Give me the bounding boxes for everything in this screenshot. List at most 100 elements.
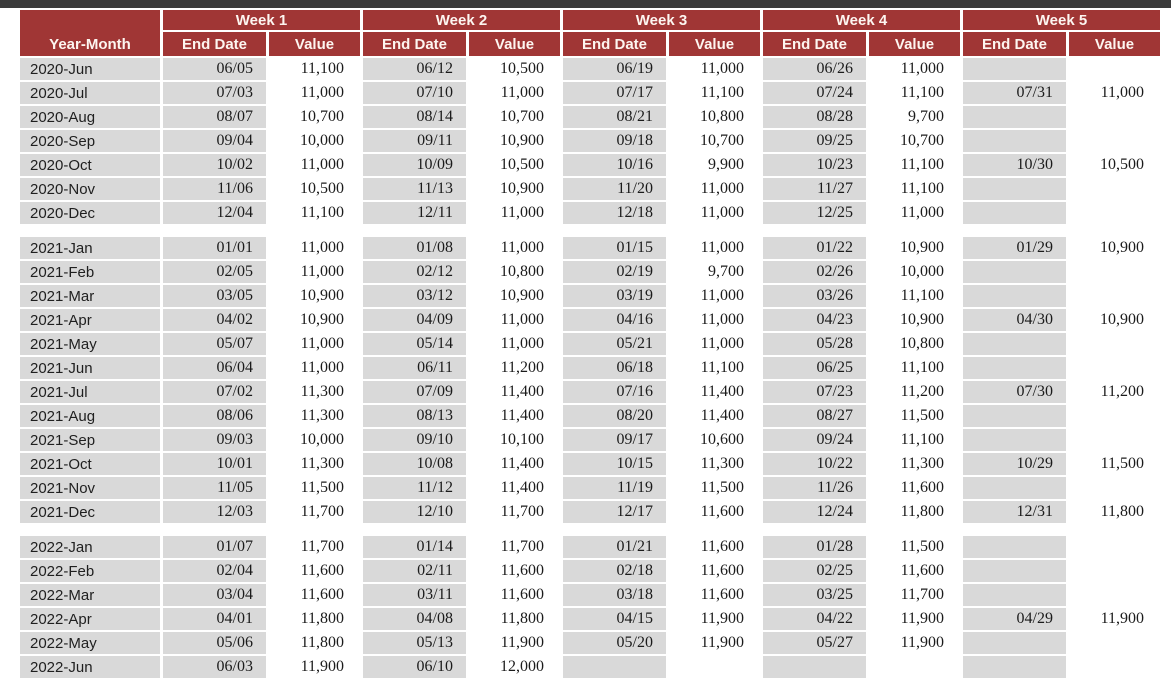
end-date-cell: 07/10 <box>363 82 466 104</box>
value-cell: 10,900 <box>469 130 560 152</box>
end-date-cell: 11/26 <box>763 477 866 499</box>
end-date-cell: 09/24 <box>763 429 866 451</box>
year-month-cell: 2022-Jan <box>20 536 160 558</box>
end-date-cell: 09/11 <box>363 130 466 152</box>
value-cell <box>1069 285 1160 307</box>
week-3-value-header: Value <box>669 32 760 56</box>
year-month-cell: 2021-Oct <box>20 453 160 475</box>
value-cell: 10,500 <box>269 178 360 200</box>
end-date-cell: 04/15 <box>563 608 666 630</box>
value-cell: 11,000 <box>669 285 760 307</box>
table-row: 2020-Aug 08/07 10,700 08/14 10,700 08/21 10,80… <box>20 106 1160 128</box>
end-date-cell: 02/04 <box>163 560 266 582</box>
value-cell: 11,400 <box>469 381 560 403</box>
end-date-cell: 07/24 <box>763 82 866 104</box>
end-date-cell: 04/23 <box>763 309 866 331</box>
end-date-cell: 03/12 <box>363 285 466 307</box>
table-row: 2021-Apr 04/02 10,900 04/09 11,000 04/16 11,00… <box>20 309 1160 331</box>
week-5-value-header: Value <box>1069 32 1160 56</box>
end-date-cell: 03/26 <box>763 285 866 307</box>
value-cell: 11,300 <box>269 381 360 403</box>
section-spacer <box>20 226 1160 235</box>
end-date-cell: 08/07 <box>163 106 266 128</box>
week-5-header: Week 5 <box>963 10 1160 30</box>
table-row: 2022-Jun 06/03 11,900 06/10 12,000 <box>20 656 1160 678</box>
value-cell: 11,700 <box>469 501 560 523</box>
week-4-header: Week 4 <box>763 10 960 30</box>
end-date-cell: 06/12 <box>363 58 466 80</box>
end-date-cell <box>963 656 1066 678</box>
end-date-cell: 06/04 <box>163 357 266 379</box>
value-cell: 11,600 <box>669 584 760 606</box>
year-month-cell: 2021-Feb <box>20 261 160 283</box>
value-cell: 11,200 <box>469 357 560 379</box>
value-cell: 10,500 <box>469 58 560 80</box>
end-date-cell: 12/18 <box>563 202 666 224</box>
year-month-cell: 2021-Jun <box>20 357 160 379</box>
value-cell: 11,400 <box>669 405 760 427</box>
table-row: 2020-Dec 12/04 11,100 12/11 11,000 12/18 11,00… <box>20 202 1160 224</box>
value-cell: 10,000 <box>269 429 360 451</box>
end-date-cell: 09/17 <box>563 429 666 451</box>
value-cell: 11,300 <box>869 453 960 475</box>
week-2-header: Week 2 <box>363 10 560 30</box>
end-date-cell: 03/11 <box>363 584 466 606</box>
value-cell: 11,000 <box>269 154 360 176</box>
end-date-cell: 04/08 <box>363 608 466 630</box>
end-date-cell: 06/19 <box>563 58 666 80</box>
end-date-cell: 07/03 <box>163 82 266 104</box>
value-cell: 11,600 <box>269 560 360 582</box>
end-date-cell: 07/23 <box>763 381 866 403</box>
end-date-cell: 10/22 <box>763 453 866 475</box>
value-cell <box>1069 130 1160 152</box>
value-cell: 11,100 <box>869 285 960 307</box>
section-spacer-cell <box>20 525 1160 534</box>
year-month-cell: 2021-Dec <box>20 501 160 523</box>
end-date-cell <box>963 584 1066 606</box>
end-date-cell: 01/08 <box>363 237 466 259</box>
end-date-cell: 12/04 <box>163 202 266 224</box>
table-row: 2022-May 05/06 11,800 05/13 11,900 05/20 11,90… <box>20 632 1160 654</box>
table-row: 2021-Jul 07/02 11,300 07/09 11,400 07/16 11,40… <box>20 381 1160 403</box>
end-date-cell: 10/02 <box>163 154 266 176</box>
end-date-cell: 11/05 <box>163 477 266 499</box>
value-cell: 10,800 <box>669 106 760 128</box>
end-date-cell: 10/23 <box>763 154 866 176</box>
value-cell <box>1069 261 1160 283</box>
value-cell: 11,100 <box>269 202 360 224</box>
value-cell: 11,000 <box>669 309 760 331</box>
value-cell: 11,900 <box>1069 608 1160 630</box>
table-row: 2021-Jun 06/04 11,000 06/11 11,200 06/18 11,10… <box>20 357 1160 379</box>
value-cell: 11,000 <box>669 202 760 224</box>
value-cell <box>1069 106 1160 128</box>
end-date-cell: 10/09 <box>363 154 466 176</box>
end-date-cell: 03/25 <box>763 584 866 606</box>
table-row: 2021-Dec 12/03 11,700 12/10 11,700 12/17 11,60… <box>20 501 1160 523</box>
value-cell <box>1069 178 1160 200</box>
table-row: 2020-Sep 09/04 10,000 09/11 10,900 09/18 10,70… <box>20 130 1160 152</box>
value-cell <box>1069 477 1160 499</box>
value-cell: 10,600 <box>669 429 760 451</box>
value-cell: 10,500 <box>469 154 560 176</box>
end-date-cell: 09/03 <box>163 429 266 451</box>
end-date-cell: 05/27 <box>763 632 866 654</box>
end-date-cell: 06/18 <box>563 357 666 379</box>
week-3-header: Week 3 <box>563 10 760 30</box>
value-cell: 10,900 <box>869 309 960 331</box>
end-date-cell: 10/16 <box>563 154 666 176</box>
week-1-header: Week 1 <box>163 10 360 30</box>
value-cell: 11,700 <box>269 501 360 523</box>
end-date-cell: 12/10 <box>363 501 466 523</box>
end-date-cell: 07/30 <box>963 381 1066 403</box>
value-cell: 11,000 <box>269 261 360 283</box>
table-row: 2020-Oct 10/02 11,000 10/09 10,500 10/16 9,900… <box>20 154 1160 176</box>
value-cell: 11,400 <box>669 381 760 403</box>
end-date-cell: 02/19 <box>563 261 666 283</box>
end-date-cell: 12/03 <box>163 501 266 523</box>
week-1-end-date-header: End Date <box>163 32 266 56</box>
end-date-cell: 10/29 <box>963 453 1066 475</box>
value-cell: 10,700 <box>869 130 960 152</box>
end-date-cell: 04/30 <box>963 309 1066 331</box>
end-date-cell: 03/04 <box>163 584 266 606</box>
table-row: 2022-Apr 04/01 11,800 04/08 11,800 04/15 11,90… <box>20 608 1160 630</box>
